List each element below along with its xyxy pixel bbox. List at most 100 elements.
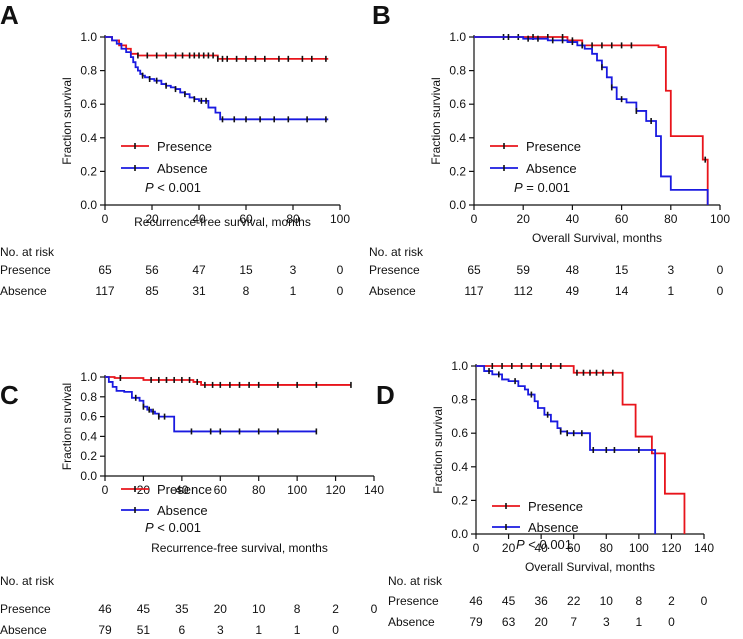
risk-count: 1 [294,623,301,637]
risk-count: 56 [145,263,159,277]
p-value-label: P < 0.001 [145,180,201,195]
series-absence-line [476,365,657,534]
risk-count: 0 [337,284,344,298]
risk-count: 2 [332,602,339,616]
y-tick-label: 0.6 [451,426,468,440]
x-tick-label: 60 [239,212,253,226]
risk-count: 117 [95,284,114,298]
x-tick-label: 80 [600,541,614,555]
panel-letter: D [376,380,395,410]
legend-presence-label: Presence [526,139,581,154]
risk-count: 3 [290,263,297,277]
risk-count: 49 [566,284,580,298]
y-tick-label: 0.0 [451,527,468,541]
p-value-label: P < 0.001 [145,520,201,535]
risk-count: 1 [255,623,262,637]
risk-count: 8 [294,602,301,616]
legend-absence-label: Absence [157,161,208,176]
risk-table-header: No. at risk [0,574,55,588]
risk-row-label: Presence [0,263,51,277]
legend-absence-label: Absence [528,520,579,535]
x-tick-label: 40 [175,483,189,497]
risk-table-header: No. at risk [0,245,55,259]
risk-count: 14 [615,284,629,298]
p-value-label: P < 0.001 [516,537,572,552]
series-presence-line [476,365,686,534]
y-tick-label: 0.0 [449,198,466,212]
y-tick-label: 0.2 [80,164,97,178]
risk-count: 6 [179,623,186,637]
y-tick-label: 1.0 [451,359,468,373]
risk-count: 45 [137,602,151,616]
risk-count: 1 [667,284,674,298]
risk-count: 22 [567,594,581,608]
risk-count: 51 [137,623,151,637]
y-tick-label: 0.4 [451,460,468,474]
risk-count: 0 [717,263,724,277]
risk-count: 63 [502,615,516,629]
x-tick-label: 80 [252,483,266,497]
legend-presence-label: Presence [528,499,583,514]
x-axis-label: Recurrence-free survival, months [134,215,311,229]
y-tick-label: 1.0 [80,30,97,44]
y-tick-label: 0.6 [80,97,97,111]
x-tick-label: 80 [664,212,678,226]
risk-count: 45 [502,594,516,608]
risk-count: 15 [615,263,629,277]
x-tick-label: 100 [710,212,730,226]
risk-count: 2 [668,594,675,608]
x-tick-label: 80 [286,212,300,226]
risk-count: 8 [636,594,643,608]
risk-count: 15 [239,263,253,277]
y-tick-label: 0.6 [80,410,97,424]
risk-count: 65 [98,263,112,277]
risk-count: 20 [534,615,548,629]
y-tick-label: 1.0 [449,30,466,44]
x-axis-label: Overall Survival, months [525,560,655,574]
x-tick-label: 20 [517,212,531,226]
panel-letter: C [0,380,19,410]
risk-table-header: No. at risk [369,245,424,259]
risk-count: 3 [217,623,224,637]
risk-count: 79 [469,615,483,629]
risk-count: 1 [636,615,643,629]
risk-count: 0 [371,602,378,616]
p-value-symbol: P [514,180,523,195]
x-axis-label: Recurrence-free survival, months [151,541,328,555]
x-tick-label: 100 [287,483,307,497]
x-tick-label: 0 [102,212,109,226]
risk-count: 0 [701,594,708,608]
risk-count: 79 [98,623,112,637]
series-absence-line [474,36,709,205]
y-tick-label: 0.2 [80,449,97,463]
y-tick-label: 1.0 [80,370,97,384]
legend-absence-label: Absence [526,161,577,176]
panel-letter: A [0,0,19,30]
risk-count: 3 [667,263,674,277]
p-value-value: = 0.001 [523,180,570,195]
risk-count: 0 [337,263,344,277]
x-tick-label: 140 [364,483,384,497]
panel-a: A 0.0 0.2 0.4 0.6 0.8 1.0 Fraction survival 0 20 4… [0,0,350,298]
risk-count: 0 [668,615,675,629]
y-tick-label: 0.8 [80,390,97,404]
risk-count: 31 [192,284,206,298]
y-tick-label: 0.2 [451,493,468,507]
x-tick-label: 40 [566,212,580,226]
p-value-value: < 0.001 [154,520,201,535]
risk-count: 8 [243,284,250,298]
y-axis-label: Fraction survival [60,77,74,164]
risk-row-label: Presence [0,602,51,616]
series-presence-line [474,36,709,205]
panel-b: B 0.0 0.2 0.4 0.6 0.8 1.0 Fraction survival 0 20 4… [369,0,730,298]
p-value-symbol: P [145,180,154,195]
risk-count: 36 [534,594,548,608]
series-presence-line [105,376,351,386]
x-tick-label: 20 [502,541,516,555]
y-axis-label: Fraction survival [431,406,445,493]
x-tick-label: 60 [567,541,581,555]
panel-letter: B [372,0,391,30]
x-tick-label: 120 [661,541,681,555]
